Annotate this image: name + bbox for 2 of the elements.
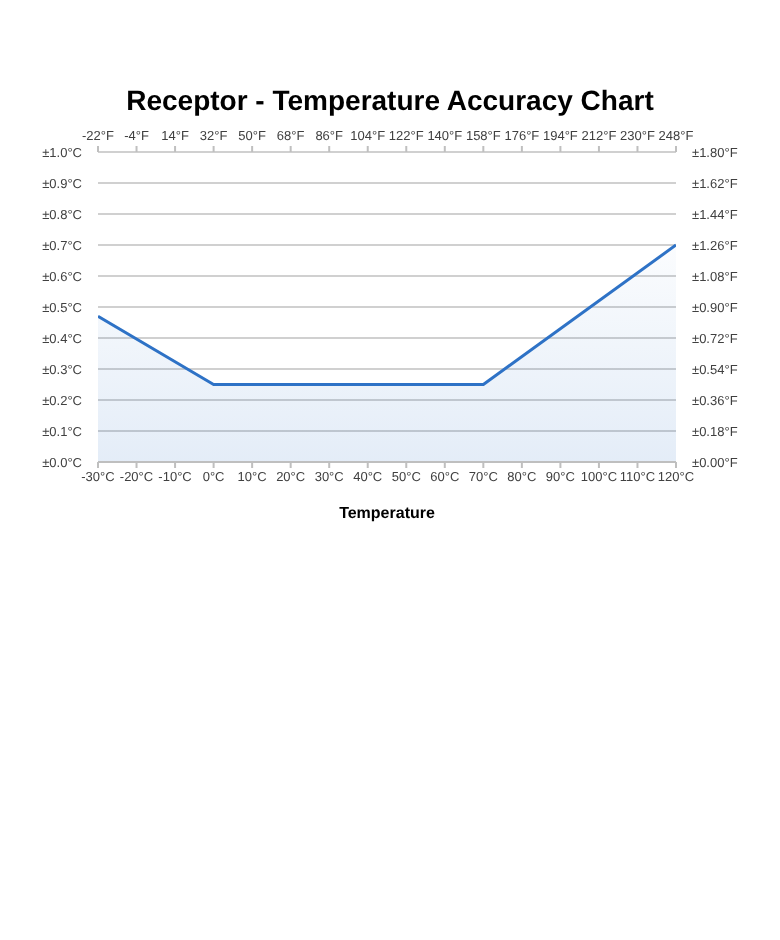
x-axis-title: Temperature (339, 504, 436, 522)
chart-title: Receptor - Temperature Accuracy Chart (124, 84, 656, 116)
